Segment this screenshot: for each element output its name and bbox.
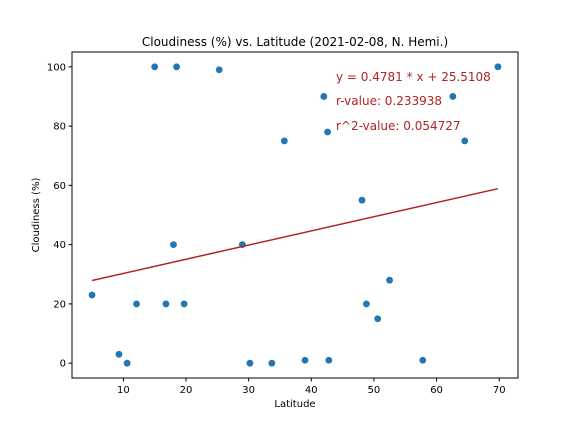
y-axis-ticks: 0 20 40 60 80 100 bbox=[47, 62, 72, 370]
y-tick-label: 40 bbox=[53, 240, 66, 251]
regression-line bbox=[91, 187, 499, 282]
y-tick-label: 80 bbox=[53, 122, 66, 133]
y-tick-label: 0 bbox=[60, 359, 66, 370]
data-point bbox=[180, 300, 188, 308]
x-tick-label: 40 bbox=[305, 385, 318, 396]
x-axis-label: Latitude bbox=[274, 399, 315, 410]
data-point bbox=[162, 300, 170, 308]
x-tick-label: 20 bbox=[180, 385, 193, 396]
regression-line-group bbox=[91, 187, 499, 282]
data-point bbox=[419, 356, 427, 364]
data-point bbox=[449, 93, 457, 100]
data-point bbox=[325, 356, 333, 364]
data-point bbox=[151, 63, 159, 71]
chart-title: Cloudiness (%) vs. Latitude (2021-02-08,… bbox=[142, 35, 448, 49]
x-tick-label: 10 bbox=[117, 385, 130, 396]
data-point bbox=[268, 359, 276, 367]
data-point bbox=[133, 300, 140, 308]
x-tick-label: 70 bbox=[493, 385, 506, 396]
data-point bbox=[386, 276, 393, 284]
plot-area: 10 20 30 40 50 60 70 0 20 40 60 80 100 y = 0.4781 *… bbox=[47, 51, 519, 396]
data-points bbox=[88, 63, 502, 367]
data-point bbox=[115, 350, 123, 358]
x-axis-ticks: 10 20 30 40 50 60 70 bbox=[117, 378, 506, 396]
data-point bbox=[461, 137, 469, 145]
data-point bbox=[320, 93, 328, 100]
data-point bbox=[280, 137, 288, 145]
x-tick-label: 50 bbox=[368, 385, 381, 396]
data-point bbox=[324, 128, 331, 136]
y-tick-label: 60 bbox=[53, 181, 66, 192]
x-tick-label: 30 bbox=[242, 385, 255, 396]
annotation-equation: y = 0.4781 * x + 25.5108 bbox=[336, 70, 491, 84]
y-tick-label: 100 bbox=[47, 62, 66, 73]
data-point bbox=[358, 196, 366, 204]
data-point bbox=[494, 63, 502, 71]
data-point bbox=[374, 315, 382, 323]
data-point bbox=[123, 359, 131, 367]
data-point bbox=[170, 241, 177, 249]
annotation-r-value: r-value: 0.233938 bbox=[336, 94, 442, 108]
annotation-r2-value: r^2-value: 0.054727 bbox=[336, 119, 461, 133]
data-point bbox=[173, 63, 181, 71]
data-point bbox=[363, 300, 370, 308]
data-point bbox=[301, 356, 309, 364]
plot-frame bbox=[71, 51, 519, 379]
data-point bbox=[215, 66, 223, 74]
y-tick-label: 20 bbox=[53, 299, 66, 310]
data-point bbox=[246, 359, 254, 367]
x-tick-label: 60 bbox=[430, 385, 443, 396]
data-point bbox=[88, 291, 96, 299]
y-axis-label: Cloudiness (%) bbox=[31, 178, 42, 253]
